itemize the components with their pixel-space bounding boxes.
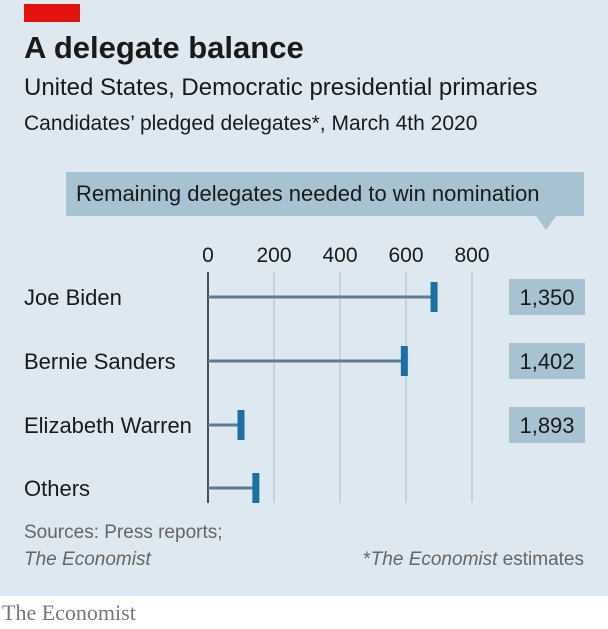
category-label: Joe Biden xyxy=(24,285,122,310)
category-label: Elizabeth Warren xyxy=(24,413,192,438)
source-publication: The Economist xyxy=(24,549,151,570)
callout-label: Remaining delegates needed to win nomina… xyxy=(76,181,540,206)
bar-marker xyxy=(237,410,245,440)
bar-marker xyxy=(252,473,260,503)
x-tick-label: 400 xyxy=(322,244,357,267)
remaining-box xyxy=(509,343,585,379)
remaining-box xyxy=(509,407,585,443)
remaining-value: 1,350 xyxy=(519,285,574,310)
remaining-value: 1,893 xyxy=(519,413,574,438)
chart-title: A delegate balance xyxy=(24,30,304,65)
footnote: *The Economist estimates xyxy=(363,549,584,571)
x-tick-label: 0 xyxy=(202,244,214,267)
footnote-suffix: estimates xyxy=(497,549,584,570)
x-tick-label: 800 xyxy=(454,244,489,267)
footnote-asterisk: * xyxy=(363,549,371,570)
chart-subtitle: United States, Democratic presidential p… xyxy=(24,74,538,101)
callout-pointer xyxy=(536,216,556,230)
bar-marker xyxy=(430,282,438,312)
x-tick-label: 600 xyxy=(388,244,423,267)
remaining-box xyxy=(509,279,585,315)
chart-subtitle-secondary: Candidates’ pledged delegates*, March 4t… xyxy=(24,112,478,135)
bar-marker xyxy=(400,346,408,376)
remaining-delegates-callout: Remaining delegates needed to win nomina… xyxy=(66,172,584,216)
category-label: Others xyxy=(24,476,90,501)
remaining-value: 1,402 xyxy=(519,349,574,374)
footnote-publication: The Economist xyxy=(370,549,498,570)
brand-red-tag xyxy=(24,4,80,22)
economist-logo: The Economist xyxy=(2,600,136,625)
delegate-chart: 0 200 400 600 800 Joe Biden 1,350 Bernie Sander… xyxy=(24,244,585,503)
x-tick-label: 200 xyxy=(256,244,291,267)
source-line: Sources: Press reports; xyxy=(24,522,223,543)
category-label: Bernie Sanders xyxy=(24,349,176,374)
